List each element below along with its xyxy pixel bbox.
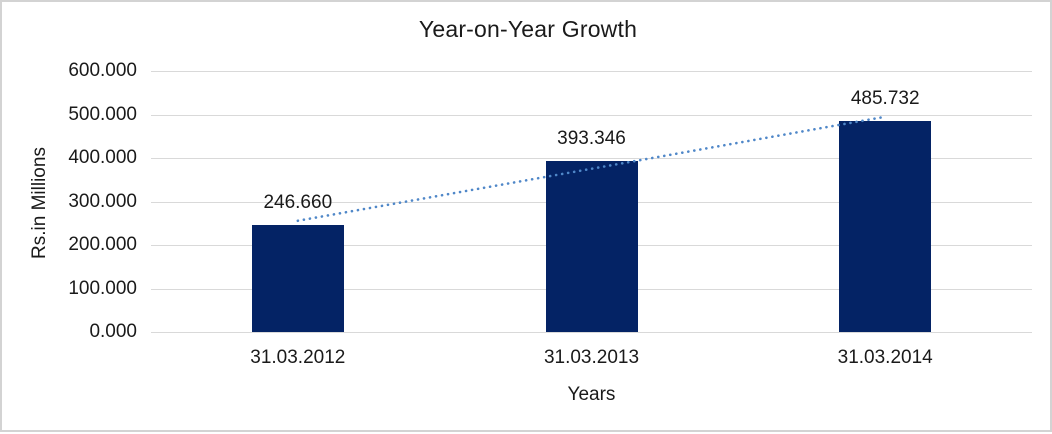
y-tick-label: 500.000 — [68, 103, 137, 125]
bar — [545, 160, 638, 332]
chart-title: Year-on-Year Growth — [418, 16, 638, 42]
x-tick-label: 31.03.2012 — [250, 347, 346, 368]
gridline — [151, 114, 1032, 116]
y-tick-label: 0.000 — [89, 321, 137, 342]
y-tick-label: 100.000 — [68, 277, 137, 299]
gridline — [151, 71, 1032, 72]
x-axis-title: Years — [567, 384, 616, 405]
x-tick-label: 31.03.2014 — [837, 347, 933, 368]
bar — [839, 120, 932, 332]
x-tick-label: 31.03.2013 — [543, 347, 640, 368]
data-label: 485.732 — [850, 87, 920, 109]
y-tick-label: 600.000 — [68, 60, 137, 81]
y-tick-label: 200.000 — [68, 234, 137, 255]
gridline — [151, 332, 1032, 333]
bar — [251, 224, 344, 332]
data-label: 393.346 — [557, 127, 626, 149]
y-tick-label: 400.000 — [68, 147, 137, 168]
y-tick-label: 300.000 — [68, 190, 137, 212]
data-label: 246.660 — [263, 191, 333, 213]
